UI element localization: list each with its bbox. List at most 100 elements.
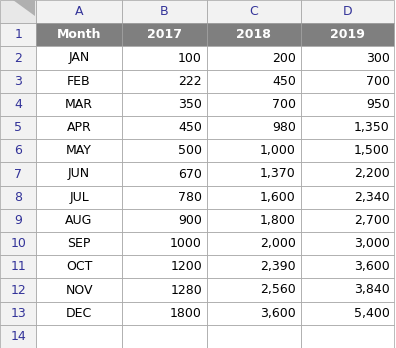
- Text: 3,840: 3,840: [354, 284, 390, 296]
- Text: 2,700: 2,700: [354, 214, 390, 227]
- Text: OCT: OCT: [66, 260, 92, 273]
- Text: 200: 200: [272, 52, 296, 64]
- Bar: [122, 0, 207, 23]
- Bar: [207, 23, 301, 46]
- Text: NOV: NOV: [65, 284, 93, 296]
- Text: 1,350: 1,350: [354, 121, 390, 134]
- Text: 2,390: 2,390: [260, 260, 296, 273]
- Text: 2,000: 2,000: [260, 237, 296, 250]
- Bar: [0, 278, 36, 302]
- Text: 3,600: 3,600: [260, 307, 296, 320]
- Bar: [0, 70, 36, 93]
- Bar: [122, 278, 207, 302]
- Bar: [122, 70, 207, 93]
- Bar: [122, 163, 207, 185]
- Text: 5: 5: [14, 121, 22, 134]
- Text: 670: 670: [178, 167, 202, 181]
- Bar: [301, 278, 394, 302]
- Text: 1000: 1000: [170, 237, 202, 250]
- Bar: [207, 209, 301, 232]
- Text: 950: 950: [366, 98, 390, 111]
- Text: 100: 100: [178, 52, 202, 64]
- Bar: [207, 255, 301, 278]
- Bar: [36, 278, 122, 302]
- Bar: [207, 70, 301, 93]
- Text: 3,600: 3,600: [354, 260, 390, 273]
- Bar: [301, 163, 394, 185]
- Bar: [207, 116, 301, 139]
- Bar: [36, 163, 122, 185]
- Bar: [207, 93, 301, 116]
- Bar: [0, 93, 36, 116]
- Bar: [301, 255, 394, 278]
- Bar: [301, 302, 394, 325]
- Bar: [207, 139, 301, 163]
- Bar: [36, 185, 122, 209]
- Bar: [207, 46, 301, 70]
- Text: 980: 980: [272, 121, 296, 134]
- Text: 500: 500: [178, 144, 202, 157]
- Bar: [301, 0, 394, 23]
- Text: 300: 300: [366, 52, 390, 64]
- Text: FEB: FEB: [67, 75, 91, 88]
- Bar: [36, 209, 122, 232]
- Bar: [0, 139, 36, 163]
- Text: 1280: 1280: [170, 284, 202, 296]
- Text: 6: 6: [14, 144, 22, 157]
- Text: C: C: [249, 5, 258, 18]
- Bar: [207, 278, 301, 302]
- Bar: [0, 302, 36, 325]
- Text: JAN: JAN: [69, 52, 89, 64]
- Bar: [0, 325, 36, 348]
- Text: 2,200: 2,200: [354, 167, 390, 181]
- Text: A: A: [75, 5, 83, 18]
- Bar: [207, 302, 301, 325]
- Text: 11: 11: [10, 260, 26, 273]
- Bar: [122, 255, 207, 278]
- Bar: [122, 23, 207, 46]
- Text: MAR: MAR: [65, 98, 93, 111]
- Bar: [207, 163, 301, 185]
- Text: 8: 8: [14, 191, 22, 204]
- Text: JUN: JUN: [68, 167, 90, 181]
- Text: Month: Month: [57, 28, 101, 41]
- Text: 2017: 2017: [147, 28, 182, 41]
- Text: D: D: [343, 5, 352, 18]
- Text: 700: 700: [366, 75, 390, 88]
- Text: 1,800: 1,800: [260, 214, 296, 227]
- Text: 780: 780: [178, 191, 202, 204]
- Text: 1,600: 1,600: [260, 191, 296, 204]
- Text: 2018: 2018: [236, 28, 271, 41]
- Text: B: B: [160, 5, 168, 18]
- Text: 10: 10: [10, 237, 26, 250]
- Bar: [122, 116, 207, 139]
- Text: 350: 350: [178, 98, 202, 111]
- Bar: [36, 325, 122, 348]
- Bar: [0, 255, 36, 278]
- Text: 7: 7: [14, 167, 22, 181]
- Bar: [122, 209, 207, 232]
- Bar: [301, 185, 394, 209]
- Bar: [0, 116, 36, 139]
- Text: JUL: JUL: [69, 191, 89, 204]
- Bar: [301, 93, 394, 116]
- Text: 5,400: 5,400: [354, 307, 390, 320]
- Bar: [36, 139, 122, 163]
- Bar: [36, 23, 122, 46]
- Bar: [36, 255, 122, 278]
- Text: AUG: AUG: [65, 214, 93, 227]
- Bar: [36, 232, 122, 255]
- Text: 1: 1: [14, 28, 22, 41]
- Text: 4: 4: [14, 98, 22, 111]
- Text: 2,560: 2,560: [260, 284, 296, 296]
- Text: 2,340: 2,340: [354, 191, 390, 204]
- Text: 450: 450: [178, 121, 202, 134]
- Bar: [0, 185, 36, 209]
- Text: 1,370: 1,370: [260, 167, 296, 181]
- Text: 9: 9: [14, 214, 22, 227]
- Polygon shape: [13, 0, 34, 16]
- Bar: [0, 23, 36, 46]
- Text: 700: 700: [272, 98, 296, 111]
- Bar: [0, 209, 36, 232]
- Text: DEC: DEC: [66, 307, 92, 320]
